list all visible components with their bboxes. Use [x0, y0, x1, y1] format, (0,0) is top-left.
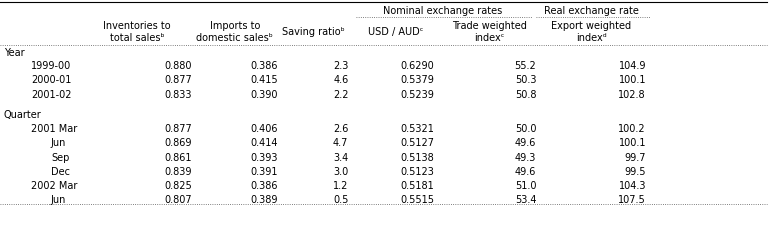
Text: 49.6: 49.6	[515, 138, 536, 148]
Text: 0.393: 0.393	[251, 152, 278, 162]
Text: 2.2: 2.2	[333, 89, 348, 99]
Text: Sep: Sep	[51, 152, 69, 162]
Text: 55.2: 55.2	[514, 61, 536, 71]
Text: Quarter: Quarter	[4, 110, 41, 120]
Text: 0.877: 0.877	[164, 75, 192, 85]
Text: 102.8: 102.8	[619, 89, 646, 99]
Text: 0.839: 0.839	[164, 166, 192, 176]
Text: Imports to
domestic salesᵇ: Imports to domestic salesᵇ	[197, 21, 273, 43]
Text: 100.1: 100.1	[619, 75, 646, 85]
Text: 0.389: 0.389	[251, 195, 278, 205]
Text: 50.0: 50.0	[515, 123, 536, 133]
Text: 2000-01: 2000-01	[31, 75, 72, 85]
Text: 0.5123: 0.5123	[401, 166, 435, 176]
Text: 2001-02: 2001-02	[31, 89, 72, 99]
Text: 0.386: 0.386	[251, 180, 278, 190]
Text: 2.6: 2.6	[333, 123, 348, 133]
Text: 107.5: 107.5	[619, 195, 646, 205]
Text: 0.390: 0.390	[251, 89, 278, 99]
Text: 50.3: 50.3	[515, 75, 536, 85]
Text: 2.3: 2.3	[333, 61, 348, 71]
Text: Jun: Jun	[51, 138, 67, 148]
Text: 0.861: 0.861	[164, 152, 192, 162]
Text: 0.5138: 0.5138	[401, 152, 435, 162]
Text: 2002 Mar: 2002 Mar	[31, 180, 78, 190]
Text: 2001 Mar: 2001 Mar	[31, 123, 78, 133]
Text: 50.8: 50.8	[515, 89, 536, 99]
Text: Inventories to
total salesᵇ: Inventories to total salesᵇ	[103, 21, 171, 43]
Text: 99.5: 99.5	[625, 166, 646, 176]
Text: Nominal exchange rates: Nominal exchange rates	[383, 5, 502, 15]
Text: 0.406: 0.406	[251, 123, 278, 133]
Text: 0.5515: 0.5515	[401, 195, 435, 205]
Text: 104.3: 104.3	[619, 180, 646, 190]
Text: 3.0: 3.0	[334, 166, 348, 176]
Text: 99.7: 99.7	[625, 152, 646, 162]
Text: 0.414: 0.414	[251, 138, 278, 148]
Text: 0.5321: 0.5321	[401, 123, 435, 133]
Text: USD / AUDᶜ: USD / AUDᶜ	[368, 27, 423, 37]
Text: 0.877: 0.877	[164, 123, 192, 133]
Text: 0.5239: 0.5239	[401, 89, 435, 99]
Text: 0.5: 0.5	[333, 195, 348, 205]
Text: 0.833: 0.833	[164, 89, 192, 99]
Text: 0.880: 0.880	[164, 61, 192, 71]
Text: 0.6290: 0.6290	[401, 61, 435, 71]
Text: 49.3: 49.3	[515, 152, 536, 162]
Text: 0.386: 0.386	[251, 61, 278, 71]
Text: 0.869: 0.869	[164, 138, 192, 148]
Text: 104.9: 104.9	[619, 61, 646, 71]
Text: 1.2: 1.2	[333, 180, 348, 190]
Text: 0.5379: 0.5379	[401, 75, 435, 85]
Text: 0.5181: 0.5181	[401, 180, 435, 190]
Text: 0.5127: 0.5127	[401, 138, 435, 148]
Text: 49.6: 49.6	[515, 166, 536, 176]
Text: Jun: Jun	[51, 195, 67, 205]
Text: 0.415: 0.415	[251, 75, 278, 85]
Text: 0.391: 0.391	[251, 166, 278, 176]
Text: Real exchange rate: Real exchange rate	[543, 5, 639, 15]
Text: Year: Year	[4, 47, 24, 57]
Text: 1999-00: 1999-00	[31, 61, 71, 71]
Text: 0.825: 0.825	[164, 180, 192, 190]
Text: 100.1: 100.1	[619, 138, 646, 148]
Text: 51.0: 51.0	[515, 180, 536, 190]
Text: 3.4: 3.4	[334, 152, 348, 162]
Text: 4.6: 4.6	[334, 75, 348, 85]
Text: Trade weighted
indexᶜ: Trade weighted indexᶜ	[452, 21, 527, 43]
Text: 53.4: 53.4	[515, 195, 536, 205]
Text: Saving ratioᵇ: Saving ratioᵇ	[282, 27, 345, 37]
Text: Export weighted
indexᵈ: Export weighted indexᵈ	[551, 21, 631, 43]
Text: 0.807: 0.807	[164, 195, 192, 205]
Text: Dec: Dec	[51, 166, 70, 176]
Text: 100.2: 100.2	[619, 123, 646, 133]
Text: 4.7: 4.7	[333, 138, 348, 148]
